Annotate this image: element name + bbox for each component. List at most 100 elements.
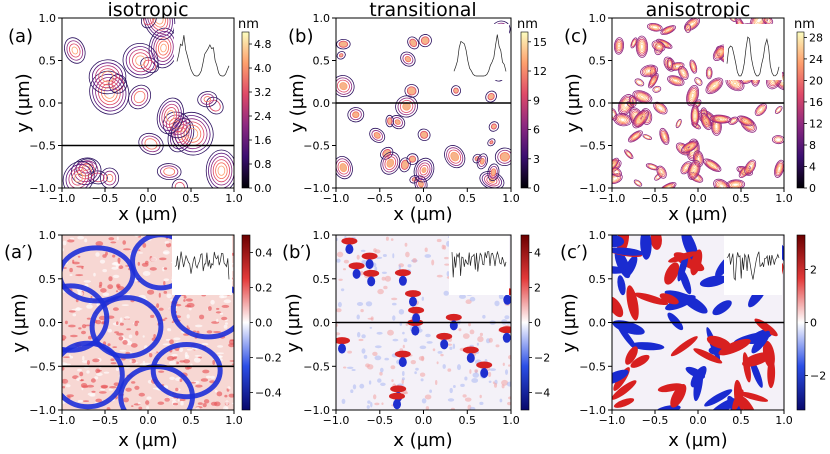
panel-2-contour-line [776,164,782,174]
panel-5-stripe [659,293,679,305]
panel-3-inset [172,235,232,295]
panel-3-texture [166,293,172,299]
panel-5-stripe [740,396,758,410]
panel-2-contour-line [634,112,647,126]
panel-2-contour-line [688,161,700,179]
panel-4-texture [452,343,456,350]
panel-3-texture [93,272,96,277]
panel-b-ylabel: y (µm) [287,73,308,132]
panel-2-inset [724,24,782,80]
panel-1-contour-line [385,114,394,128]
panel-5-stripe [612,380,637,400]
panel-3-texture [177,398,181,402]
panel-4-texture [373,394,377,400]
panel-5-inset-trace [726,251,780,281]
panel-b-prime-ylabel: y (µm) [283,293,304,352]
panel-4-bump-blue [502,332,511,343]
panel-4-texture [361,348,366,354]
panel-0-contour-line [141,135,161,153]
panel-1-contour-line [446,147,464,166]
panel-3-texture [227,386,231,390]
panel-3-texture [101,385,108,389]
panel-2-contour-line [727,180,744,188]
panel-2-contour-line [665,185,671,188]
panel-1-colorbar [520,31,529,189]
panel-0-contour-line [205,149,234,188]
panel-1-contour-line [408,155,417,163]
panel-3-texture [147,289,155,295]
panel-3-colorbar-label: 0.2 [255,282,273,295]
panel-3-texture [77,368,82,372]
panel-1-ytick-label: 0.0 [313,97,331,110]
panel-2-contour-line [689,59,698,74]
panel-4-texture [374,355,382,361]
panel-4-bump-blue [393,399,401,410]
panel-4-texture [415,367,419,371]
panel-4-bump-red [390,385,407,393]
panel-3-texture [178,398,186,402]
panel-2-contour-line [704,159,720,171]
panel-1-contour-line [485,90,497,103]
panel-1-contour-line [399,157,411,173]
panel-0-contour-line [143,18,155,26]
panel-4-texture [424,247,428,253]
panel-3-texture [199,314,205,320]
panel-1-contour-line [418,34,432,48]
panel-5-stripe [614,249,631,279]
panel-5-stripe [668,251,697,263]
panel-3-texture [131,405,134,407]
panel-a-ylabel: y (µm) [13,73,34,132]
panel-3-texture [62,338,65,341]
panel-3-texture [88,335,92,340]
panel-3-texture [62,335,67,340]
panel-4-bump-red [341,237,358,245]
panel-1-contour-line [479,158,485,165]
panel-5-stripe [612,266,626,274]
panel-4-texture [494,300,500,307]
panel-3-texture [82,355,85,361]
panel-4-texture [370,402,373,408]
panel-2-ytick-label: −1.0 [579,182,606,195]
panel-2-contour-line [667,75,685,87]
panel-3-texture [84,238,88,243]
panel-0-contour-line [89,70,130,115]
panel-1-contour-line [486,176,498,185]
panel-3-texture [110,241,117,244]
panel-3-texture [146,396,152,400]
panel-2-contour-line [694,151,703,166]
panel-2-contour-line [691,62,696,71]
panel-3-xtick-label: −0.5 [92,414,119,427]
panel-4-texture [504,315,510,320]
panel-3-xtick-label: 0.5 [182,414,200,427]
panel-3-texture [163,290,168,294]
panel-3-texture [216,352,224,355]
panel-1-contour-line [336,79,350,93]
panel-4-xtick-label: 0.0 [415,414,433,427]
panel-3-texture [70,334,78,338]
panel-3-texture [118,262,121,264]
panel-4-bump-blue [367,276,376,287]
panel-2-contour-line [640,95,645,99]
panel-2-contour-line [630,37,638,49]
panel-1-contour-line [476,153,488,170]
panel-1-colorbar-label: 15 [533,36,547,49]
panel-1-colorbar-label: 3 [533,153,540,166]
panel-4-texture [437,351,443,354]
panel-1-contour-line [419,164,429,176]
panel-1-xtick-label: 1.0 [502,192,520,205]
panel-4-texture [489,368,496,371]
panel-4-texture [368,380,372,385]
panel-2-contour-line [705,77,724,95]
panel-4-texture [391,297,398,301]
panel-2-contour-line [709,114,732,124]
panel-2-colorbar-label: 16 [809,96,823,109]
panel-3-texture [164,241,170,244]
panel-0-contour-line [103,86,115,99]
panel-2-contour-line [705,66,713,80]
panel-2-contour-line [733,81,737,86]
panel-0-contour-line [174,115,211,153]
panel-4-texture [346,366,354,369]
panel-2-contour-line [695,78,702,85]
panel-2-contour-line [682,141,697,153]
panel-3-texture [137,402,141,405]
